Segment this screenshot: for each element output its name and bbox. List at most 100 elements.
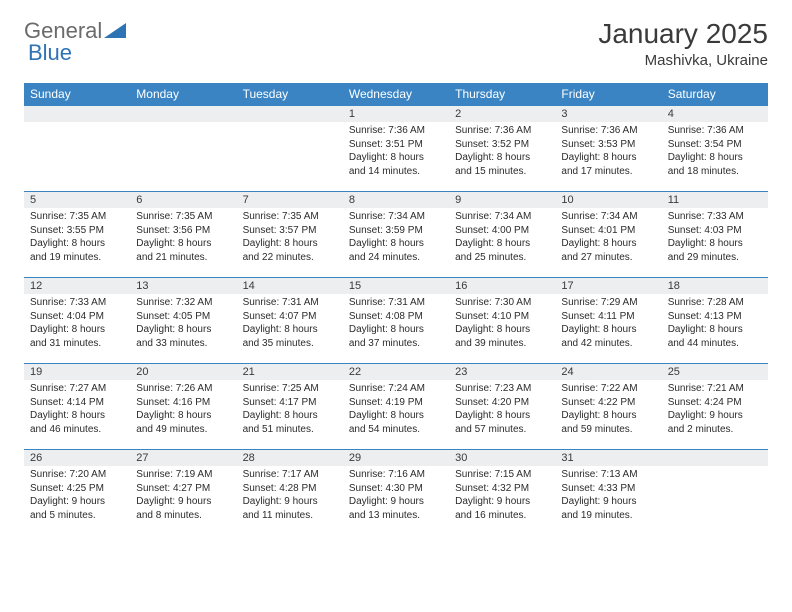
- calendar-cell: 1Sunrise: 7:36 AMSunset: 3:51 PMDaylight…: [343, 106, 449, 192]
- day-details: Sunrise: 7:35 AMSunset: 3:57 PMDaylight:…: [237, 208, 343, 268]
- sunset-text: Sunset: 4:00 PM: [455, 224, 549, 238]
- day-number: 29: [343, 450, 449, 466]
- day-number: 6: [130, 192, 236, 208]
- day-number: 2: [449, 106, 555, 122]
- daylight-text: Daylight: 8 hours and 44 minutes.: [668, 323, 762, 350]
- daylight-text: Daylight: 9 hours and 2 minutes.: [668, 409, 762, 436]
- day-number: 31: [555, 450, 661, 466]
- day-details: Sunrise: 7:23 AMSunset: 4:20 PMDaylight:…: [449, 380, 555, 440]
- day-number: 22: [343, 364, 449, 380]
- day-number: 12: [24, 278, 130, 294]
- daylight-text: Daylight: 8 hours and 31 minutes.: [30, 323, 124, 350]
- calendar-table: Sunday Monday Tuesday Wednesday Thursday…: [24, 83, 768, 536]
- daylight-text: Daylight: 8 hours and 14 minutes.: [349, 151, 443, 178]
- day-number: 1: [343, 106, 449, 122]
- sunset-text: Sunset: 4:01 PM: [561, 224, 655, 238]
- sunrise-text: Sunrise: 7:20 AM: [30, 468, 124, 482]
- calendar-cell: 31Sunrise: 7:13 AMSunset: 4:33 PMDayligh…: [555, 450, 661, 536]
- sunrise-text: Sunrise: 7:17 AM: [243, 468, 337, 482]
- sunrise-text: Sunrise: 7:31 AM: [349, 296, 443, 310]
- daylight-text: Daylight: 8 hours and 15 minutes.: [455, 151, 549, 178]
- day-number: 21: [237, 364, 343, 380]
- daylight-text: Daylight: 9 hours and 13 minutes.: [349, 495, 443, 522]
- sunset-text: Sunset: 3:59 PM: [349, 224, 443, 238]
- calendar-cell: 14Sunrise: 7:31 AMSunset: 4:07 PMDayligh…: [237, 278, 343, 364]
- daylight-text: Daylight: 9 hours and 5 minutes.: [30, 495, 124, 522]
- sunset-text: Sunset: 4:08 PM: [349, 310, 443, 324]
- daylight-text: Daylight: 9 hours and 16 minutes.: [455, 495, 549, 522]
- calendar-cell: [662, 450, 768, 536]
- calendar-cell: 8Sunrise: 7:34 AMSunset: 3:59 PMDaylight…: [343, 192, 449, 278]
- sunset-text: Sunset: 4:05 PM: [136, 310, 230, 324]
- location-label: Mashivka, Ukraine: [598, 52, 768, 69]
- day-details: Sunrise: 7:22 AMSunset: 4:22 PMDaylight:…: [555, 380, 661, 440]
- daylight-text: Daylight: 8 hours and 42 minutes.: [561, 323, 655, 350]
- sunrise-text: Sunrise: 7:13 AM: [561, 468, 655, 482]
- calendar-cell: [130, 106, 236, 192]
- day-number: 25: [662, 364, 768, 380]
- sunrise-text: Sunrise: 7:31 AM: [243, 296, 337, 310]
- sunset-text: Sunset: 4:22 PM: [561, 396, 655, 410]
- sunset-text: Sunset: 4:07 PM: [243, 310, 337, 324]
- calendar-cell: 9Sunrise: 7:34 AMSunset: 4:00 PMDaylight…: [449, 192, 555, 278]
- sunrise-text: Sunrise: 7:34 AM: [349, 210, 443, 224]
- day-details: Sunrise: 7:34 AMSunset: 4:00 PMDaylight:…: [449, 208, 555, 268]
- sunset-text: Sunset: 4:25 PM: [30, 482, 124, 496]
- sunset-text: Sunset: 4:14 PM: [30, 396, 124, 410]
- daylight-text: Daylight: 8 hours and 33 minutes.: [136, 323, 230, 350]
- day-number: [130, 106, 236, 122]
- day-number: 3: [555, 106, 661, 122]
- sunrise-text: Sunrise: 7:33 AM: [668, 210, 762, 224]
- daylight-text: Daylight: 8 hours and 17 minutes.: [561, 151, 655, 178]
- calendar-cell: 21Sunrise: 7:25 AMSunset: 4:17 PMDayligh…: [237, 364, 343, 450]
- daylight-text: Daylight: 8 hours and 37 minutes.: [349, 323, 443, 350]
- day-details: Sunrise: 7:36 AMSunset: 3:54 PMDaylight:…: [662, 122, 768, 182]
- daylight-text: Daylight: 8 hours and 54 minutes.: [349, 409, 443, 436]
- sunset-text: Sunset: 3:52 PM: [455, 138, 549, 152]
- sunrise-text: Sunrise: 7:33 AM: [30, 296, 124, 310]
- day-details: Sunrise: 7:29 AMSunset: 4:11 PMDaylight:…: [555, 294, 661, 354]
- sunset-text: Sunset: 4:11 PM: [561, 310, 655, 324]
- day-details: Sunrise: 7:16 AMSunset: 4:30 PMDaylight:…: [343, 466, 449, 526]
- day-details: Sunrise: 7:13 AMSunset: 4:33 PMDaylight:…: [555, 466, 661, 526]
- day-details: Sunrise: 7:26 AMSunset: 4:16 PMDaylight:…: [130, 380, 236, 440]
- day-number: 9: [449, 192, 555, 208]
- sunrise-text: Sunrise: 7:36 AM: [561, 124, 655, 138]
- daylight-text: Daylight: 8 hours and 22 minutes.: [243, 237, 337, 264]
- brand-triangle-icon: [104, 20, 126, 43]
- sunrise-text: Sunrise: 7:26 AM: [136, 382, 230, 396]
- sunset-text: Sunset: 4:17 PM: [243, 396, 337, 410]
- sunset-text: Sunset: 4:04 PM: [30, 310, 124, 324]
- sunset-text: Sunset: 4:27 PM: [136, 482, 230, 496]
- daylight-text: Daylight: 8 hours and 59 minutes.: [561, 409, 655, 436]
- day-details: Sunrise: 7:33 AMSunset: 4:04 PMDaylight:…: [24, 294, 130, 354]
- day-details: Sunrise: 7:36 AMSunset: 3:52 PMDaylight:…: [449, 122, 555, 182]
- calendar-week-row: 5Sunrise: 7:35 AMSunset: 3:55 PMDaylight…: [24, 192, 768, 278]
- daylight-text: Daylight: 8 hours and 21 minutes.: [136, 237, 230, 264]
- calendar-cell: 4Sunrise: 7:36 AMSunset: 3:54 PMDaylight…: [662, 106, 768, 192]
- calendar-week-row: 12Sunrise: 7:33 AMSunset: 4:04 PMDayligh…: [24, 278, 768, 364]
- daylight-text: Daylight: 8 hours and 39 minutes.: [455, 323, 549, 350]
- calendar-cell: 29Sunrise: 7:16 AMSunset: 4:30 PMDayligh…: [343, 450, 449, 536]
- calendar-cell: 15Sunrise: 7:31 AMSunset: 4:08 PMDayligh…: [343, 278, 449, 364]
- day-header: Thursday: [449, 83, 555, 106]
- calendar-cell: 20Sunrise: 7:26 AMSunset: 4:16 PMDayligh…: [130, 364, 236, 450]
- calendar-cell: 24Sunrise: 7:22 AMSunset: 4:22 PMDayligh…: [555, 364, 661, 450]
- calendar-cell: 3Sunrise: 7:36 AMSunset: 3:53 PMDaylight…: [555, 106, 661, 192]
- day-details: Sunrise: 7:15 AMSunset: 4:32 PMDaylight:…: [449, 466, 555, 526]
- sunset-text: Sunset: 3:53 PM: [561, 138, 655, 152]
- sunrise-text: Sunrise: 7:32 AM: [136, 296, 230, 310]
- day-details: Sunrise: 7:36 AMSunset: 3:53 PMDaylight:…: [555, 122, 661, 182]
- daylight-text: Daylight: 8 hours and 24 minutes.: [349, 237, 443, 264]
- brand-name-blue: Blue: [28, 40, 72, 65]
- calendar-cell: 25Sunrise: 7:21 AMSunset: 4:24 PMDayligh…: [662, 364, 768, 450]
- day-header: Saturday: [662, 83, 768, 106]
- day-number: 16: [449, 278, 555, 294]
- sunrise-text: Sunrise: 7:34 AM: [561, 210, 655, 224]
- sunset-text: Sunset: 4:28 PM: [243, 482, 337, 496]
- calendar-cell: 10Sunrise: 7:34 AMSunset: 4:01 PMDayligh…: [555, 192, 661, 278]
- calendar-cell: 18Sunrise: 7:28 AMSunset: 4:13 PMDayligh…: [662, 278, 768, 364]
- day-number: 7: [237, 192, 343, 208]
- day-number: 17: [555, 278, 661, 294]
- day-details: Sunrise: 7:24 AMSunset: 4:19 PMDaylight:…: [343, 380, 449, 440]
